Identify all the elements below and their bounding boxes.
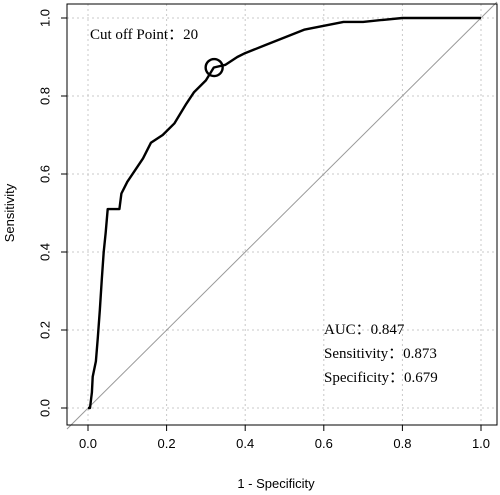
y-tick-label-5: 1.0	[37, 9, 52, 27]
y-tick-label-0: 0.0	[37, 399, 52, 417]
roc-curve-line	[88, 16, 481, 410]
sensitivity-annotation: Sensitivity：0.873	[324, 346, 437, 362]
y-tick-label-2: 0.4	[37, 243, 52, 261]
y-axis-label: Sensitivity	[2, 183, 17, 242]
plot-frame	[66, 3, 498, 426]
x-tick-label-4: 0.8	[393, 436, 411, 451]
x-tick-label-3: 0.6	[315, 436, 333, 451]
grid-lines	[67, 4, 497, 425]
reference-diagonal-line	[66, 1, 498, 430]
cutoff-annotation: Cut off Point：20	[90, 27, 198, 43]
x-tick-label-0: 0.0	[79, 436, 97, 451]
auc-annotation: AUC：0.847	[324, 322, 405, 338]
specificity-annotation: Specificity：0.679	[324, 370, 438, 386]
x-tick-label-2: 0.4	[236, 436, 254, 451]
x-tick-label-1: 0.2	[158, 436, 176, 451]
y-axis: 0.0 0.2 0.4 0.6 0.8 1.0	[37, 9, 67, 417]
x-tick-label-5: 1.0	[472, 436, 490, 451]
y-tick-label-1: 0.2	[37, 321, 52, 339]
y-tick-label-3: 0.6	[37, 165, 52, 183]
x-axis: 0.0 0.2 0.4 0.6 0.8 1.0	[79, 425, 490, 451]
x-axis-label: 1 - Specificity	[237, 476, 315, 491]
cutoff-point-marker	[204, 57, 224, 78]
y-tick-label-4: 0.8	[37, 87, 52, 105]
